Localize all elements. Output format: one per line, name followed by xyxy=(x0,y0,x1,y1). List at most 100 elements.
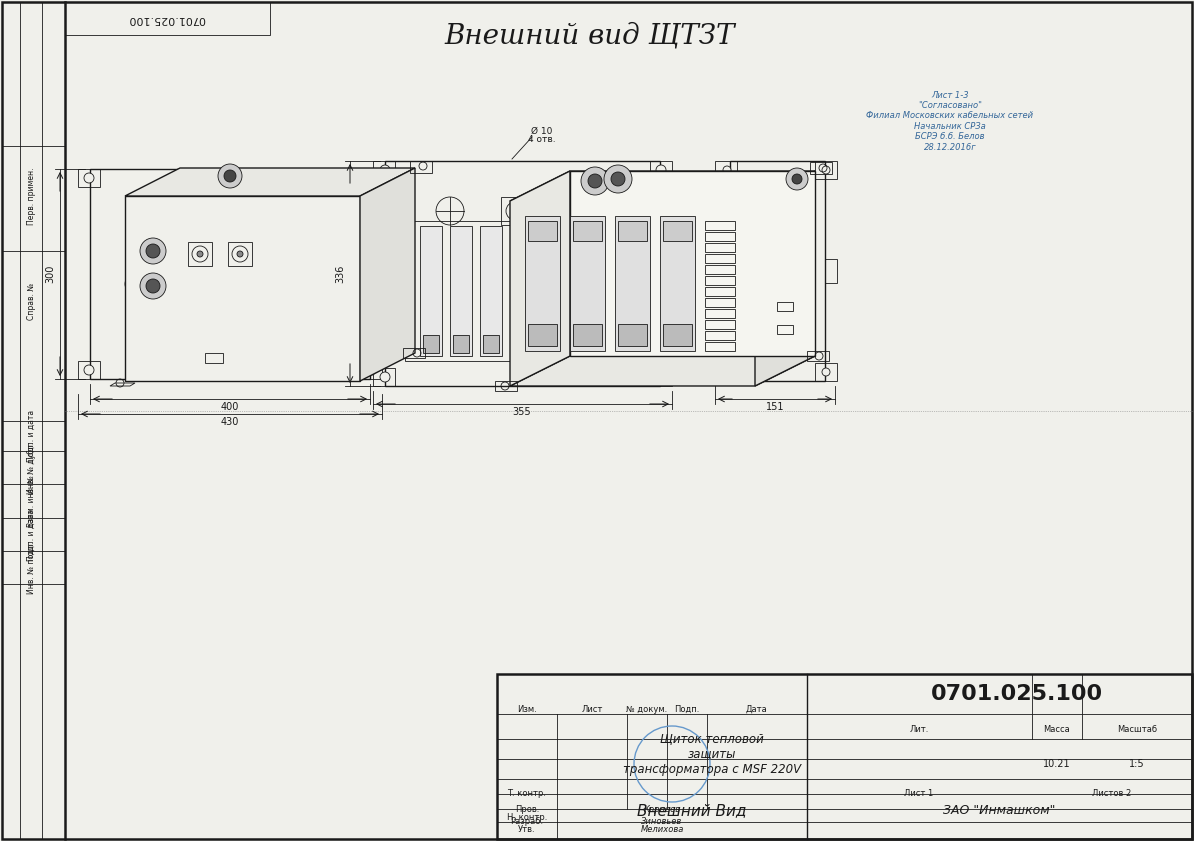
Bar xyxy=(663,324,693,346)
Bar xyxy=(540,226,562,356)
Bar xyxy=(528,324,556,346)
Bar xyxy=(497,674,1192,839)
Circle shape xyxy=(140,238,166,264)
Text: Лист 1-3
"Согласовано"
Филиал Московских кабельных сетей
Начальник СРЗа
БСРЭ б.б: Лист 1-3 "Согласовано" Филиал Московских… xyxy=(867,91,1034,151)
Circle shape xyxy=(131,280,139,288)
Text: Листов 2: Листов 2 xyxy=(1093,790,1132,798)
Bar xyxy=(570,216,605,351)
Bar xyxy=(384,161,660,386)
Text: Перв. примен.: Перв. примен. xyxy=(26,167,36,225)
Bar xyxy=(704,309,736,318)
Bar xyxy=(650,368,672,386)
Polygon shape xyxy=(510,356,816,386)
Circle shape xyxy=(656,372,666,382)
Circle shape xyxy=(236,251,244,257)
Circle shape xyxy=(724,368,731,376)
Polygon shape xyxy=(110,383,135,386)
Text: ЗАО "Инмашком": ЗАО "Инмашком" xyxy=(943,805,1055,817)
Circle shape xyxy=(611,172,624,186)
Circle shape xyxy=(224,170,236,182)
Bar xyxy=(570,301,601,308)
Text: 151: 151 xyxy=(765,402,784,412)
Bar xyxy=(373,368,395,386)
Text: Масштаб: Масштаб xyxy=(1116,724,1157,733)
Text: 355: 355 xyxy=(512,407,531,417)
Bar xyxy=(807,351,829,361)
Text: Лит.: Лит. xyxy=(910,724,929,733)
Bar xyxy=(704,276,736,285)
Bar xyxy=(573,221,602,241)
Circle shape xyxy=(146,279,160,293)
Polygon shape xyxy=(510,171,816,201)
Polygon shape xyxy=(755,171,816,386)
Text: Мелихова: Мелихова xyxy=(640,824,684,833)
Circle shape xyxy=(724,166,731,174)
Bar xyxy=(450,226,472,356)
Text: Лист: Лист xyxy=(581,705,603,713)
Bar xyxy=(241,210,269,238)
Bar xyxy=(570,229,601,236)
Bar xyxy=(510,226,533,356)
Bar xyxy=(370,184,390,364)
Text: Разраб.: Разраб. xyxy=(511,817,543,827)
Bar xyxy=(704,320,736,329)
Text: Зиновьев: Зиновьев xyxy=(641,817,683,827)
Text: Корнеев: Корнеев xyxy=(644,805,681,813)
Circle shape xyxy=(821,368,830,376)
Bar xyxy=(570,238,601,245)
Bar xyxy=(187,242,213,266)
Text: 400: 400 xyxy=(221,402,239,412)
Bar xyxy=(496,381,517,391)
Bar xyxy=(546,197,574,225)
Bar xyxy=(287,210,314,238)
Text: Подп. и дата: Подп. и дата xyxy=(26,410,36,462)
Bar xyxy=(573,324,602,346)
Text: Дата: Дата xyxy=(746,705,768,713)
Bar xyxy=(570,265,601,272)
Text: Внешний вид ЩТЗТ: Внешний вид ЩТЗТ xyxy=(444,23,736,50)
Bar xyxy=(618,324,647,346)
Text: защиты: защиты xyxy=(688,748,737,760)
Circle shape xyxy=(84,173,94,183)
Bar xyxy=(615,216,650,351)
Bar xyxy=(660,259,673,289)
Bar xyxy=(704,287,736,296)
Text: № докум.: № докум. xyxy=(627,705,667,713)
Polygon shape xyxy=(570,171,816,356)
Circle shape xyxy=(252,221,258,227)
Bar xyxy=(501,197,529,225)
Bar xyxy=(361,169,382,187)
Bar xyxy=(730,161,825,381)
Bar xyxy=(570,328,601,335)
Text: 300: 300 xyxy=(45,265,55,283)
Bar xyxy=(570,274,601,281)
Circle shape xyxy=(297,221,303,227)
Bar xyxy=(816,363,837,381)
Bar xyxy=(777,325,793,334)
Circle shape xyxy=(140,273,166,299)
Bar xyxy=(570,247,601,254)
Text: Изм.: Изм. xyxy=(517,705,537,713)
Circle shape xyxy=(367,365,376,375)
Bar xyxy=(543,335,559,353)
Bar xyxy=(704,221,736,230)
Text: Подп. и дата: Подп. и дата xyxy=(26,509,36,561)
Polygon shape xyxy=(125,168,416,196)
Bar xyxy=(704,232,736,241)
Text: 430: 430 xyxy=(221,417,239,427)
Text: Утв.: Утв. xyxy=(518,824,536,833)
Bar xyxy=(704,265,736,274)
Bar xyxy=(453,335,469,353)
Bar xyxy=(570,310,601,317)
Text: 0701.025.100: 0701.025.100 xyxy=(931,684,1103,704)
Bar xyxy=(420,226,442,356)
Text: Н. контр.: Н. контр. xyxy=(506,812,547,822)
Text: Взам. инв. №: Взам. инв. № xyxy=(26,475,36,526)
Polygon shape xyxy=(361,168,416,381)
Bar xyxy=(715,363,737,381)
Bar xyxy=(78,169,100,187)
Bar xyxy=(570,319,601,326)
Circle shape xyxy=(380,165,390,175)
Circle shape xyxy=(146,244,160,258)
Bar xyxy=(715,161,737,179)
